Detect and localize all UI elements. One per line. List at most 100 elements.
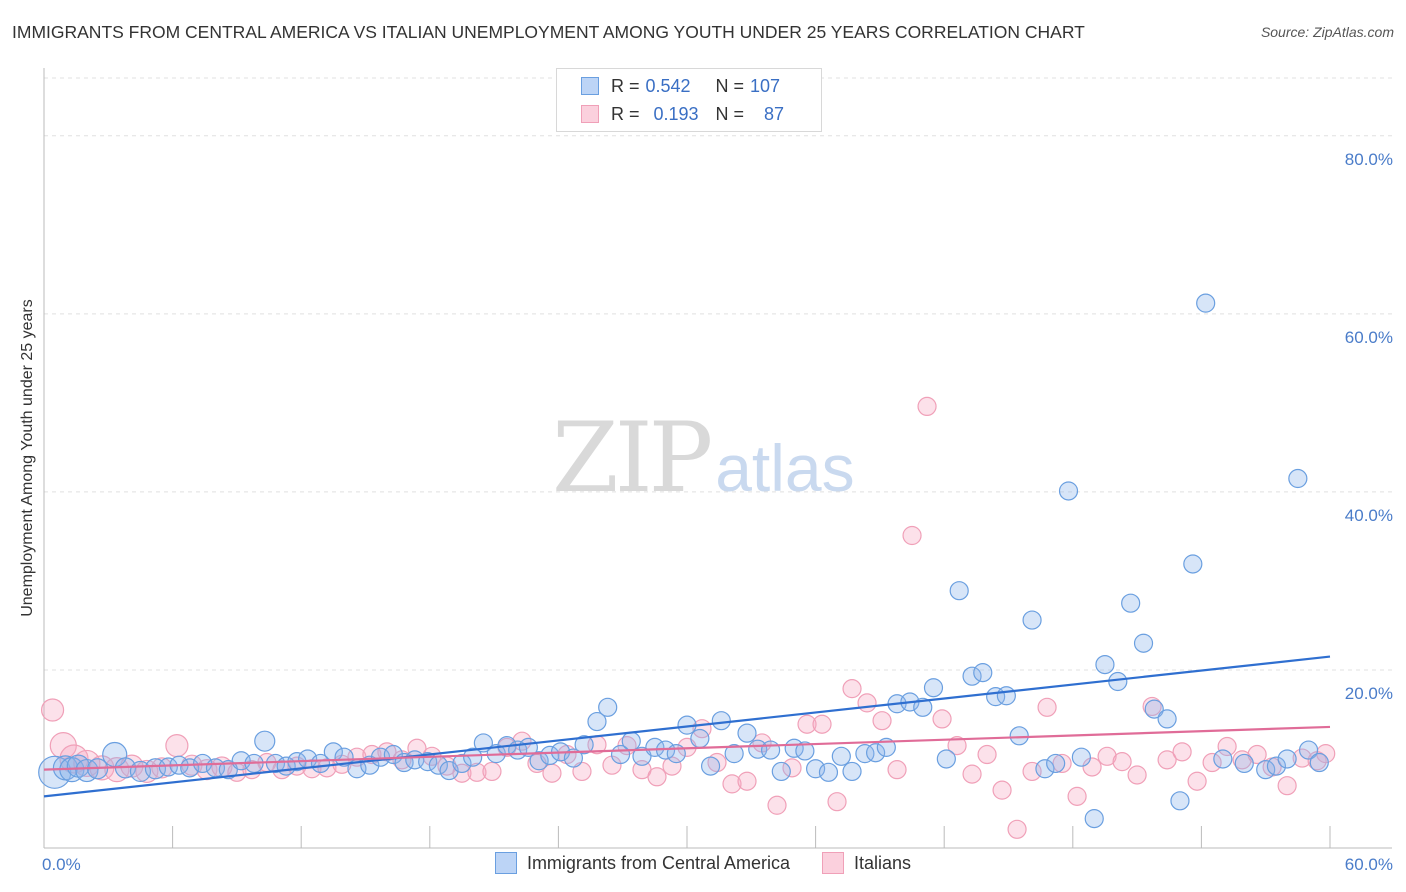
data-point-immigrants — [1288, 468, 1308, 489]
data-point-italians — [572, 761, 592, 782]
data-point-immigrants — [737, 723, 757, 743]
data-point-italians — [917, 396, 937, 417]
data-point-italians — [1112, 752, 1132, 772]
data-point-immigrants — [724, 744, 744, 764]
y-axis-label: Unemployment Among Youth under 25 years — [19, 299, 36, 617]
data-point-immigrants — [666, 744, 686, 764]
data-point-immigrants — [1058, 481, 1079, 501]
data-point-immigrants — [831, 746, 851, 766]
data-point-italians — [782, 758, 802, 778]
data-point-immigrants — [75, 758, 99, 783]
data-point-immigrants — [1196, 293, 1216, 313]
data-point-italians — [1277, 776, 1297, 796]
data-point-immigrants — [1144, 699, 1164, 719]
data-point-italians — [722, 774, 742, 794]
data-point-italians — [1187, 771, 1207, 791]
data-point-immigrants — [540, 745, 560, 766]
data-point-immigrants — [866, 743, 886, 763]
watermark-atlas: atlas — [715, 431, 855, 505]
data-point-immigrants — [949, 581, 969, 601]
data-point-italians — [1067, 786, 1087, 806]
legend-r-label: R = — [611, 75, 640, 96]
legend-label-immigrants: Immigrants from Central America — [526, 852, 791, 873]
legend-r-value: 0.542 — [645, 75, 691, 96]
series-legend: Immigrants from Central America Italians — [0, 852, 1406, 874]
data-point-immigrants — [1266, 756, 1287, 776]
data-point-italians — [647, 767, 667, 787]
legend-n-value: 87 — [764, 103, 785, 124]
data-point-immigrants — [1121, 593, 1141, 613]
legend-swatch-pink — [822, 852, 845, 874]
data-point-immigrants — [711, 711, 731, 731]
data-point-italians — [467, 762, 487, 782]
legend-n-value: 107 — [750, 75, 781, 96]
data-point-italians — [165, 734, 189, 758]
data-point-immigrants — [254, 730, 276, 752]
data-point-immigrants — [529, 751, 549, 771]
watermark: ZIPatlas — [552, 402, 855, 514]
data-point-italians — [1172, 742, 1192, 762]
data-point-immigrants — [1256, 760, 1276, 780]
data-point-immigrants — [1071, 747, 1091, 767]
data-point-italians — [842, 679, 862, 699]
data-point-immigrants — [1084, 809, 1104, 829]
legend-swatch-pink — [581, 105, 599, 123]
data-point-immigrants — [310, 753, 331, 774]
legend-row-italians: R = 0.193 N = 87 — [557, 100, 784, 128]
data-point-italians — [73, 749, 101, 778]
data-point-italians — [797, 714, 817, 734]
data-point-italians — [902, 525, 922, 546]
data-point-immigrants — [923, 678, 944, 698]
data-point-immigrants — [1133, 633, 1154, 653]
data-point-immigrants — [1183, 554, 1203, 574]
data-point-immigrants — [563, 748, 584, 768]
y-tick-label: 40.0% — [1345, 506, 1393, 525]
data-point-italians — [767, 795, 787, 815]
data-point-immigrants — [913, 697, 933, 717]
watermark-zip: ZIP — [552, 402, 713, 514]
x-tick-label: 0.0% — [42, 855, 81, 874]
legend-item-immigrants: Immigrants from Central America — [494, 852, 791, 874]
data-point-immigrants — [334, 747, 354, 767]
data-point-immigrants — [690, 728, 710, 749]
data-point-immigrants — [1234, 753, 1254, 774]
data-point-immigrants — [463, 747, 483, 767]
data-point-italians — [827, 792, 847, 812]
trend-line-italians — [43, 725, 1331, 771]
data-point-immigrants — [180, 758, 200, 778]
data-point-immigrants — [771, 761, 791, 782]
legend-r-value: 0.193 — [653, 103, 699, 124]
data-point-immigrants — [574, 735, 594, 755]
data-point-italians — [857, 693, 877, 713]
data-point-italians — [872, 711, 892, 731]
data-point-immigrants — [973, 663, 993, 683]
data-point-immigrants — [1157, 709, 1177, 729]
data-point-italians — [1157, 750, 1177, 770]
data-point-italians — [1082, 757, 1102, 777]
data-point-italians — [482, 761, 502, 782]
data-point-immigrants — [598, 697, 618, 717]
data-point-italians — [962, 764, 982, 784]
data-point-italians — [812, 714, 832, 734]
data-point-italians — [1052, 753, 1072, 774]
data-point-immigrants — [842, 761, 862, 782]
y-tick-label: 20.0% — [1345, 684, 1393, 703]
data-point-italians — [1037, 697, 1057, 717]
correlation-legend: R = 0.542 N = 107 R = 0.193 N = 87 — [556, 68, 822, 132]
data-point-italians — [40, 698, 65, 722]
data-point-italians — [151, 757, 173, 779]
legend-r-label: R = — [611, 103, 640, 124]
data-point-immigrants — [1046, 753, 1066, 774]
data-point-immigrants — [1170, 791, 1190, 811]
data-point-immigrants — [587, 711, 607, 732]
data-point-italians — [1142, 696, 1162, 717]
data-point-italians — [1202, 752, 1222, 773]
data-point-immigrants — [818, 762, 839, 782]
data-point-immigrants — [962, 666, 982, 686]
data-point-italians — [947, 736, 967, 756]
data-point-immigrants — [1095, 654, 1115, 675]
data-point-italians — [932, 709, 952, 729]
data-point-immigrants — [700, 756, 721, 776]
data-point-italians — [1232, 750, 1252, 770]
